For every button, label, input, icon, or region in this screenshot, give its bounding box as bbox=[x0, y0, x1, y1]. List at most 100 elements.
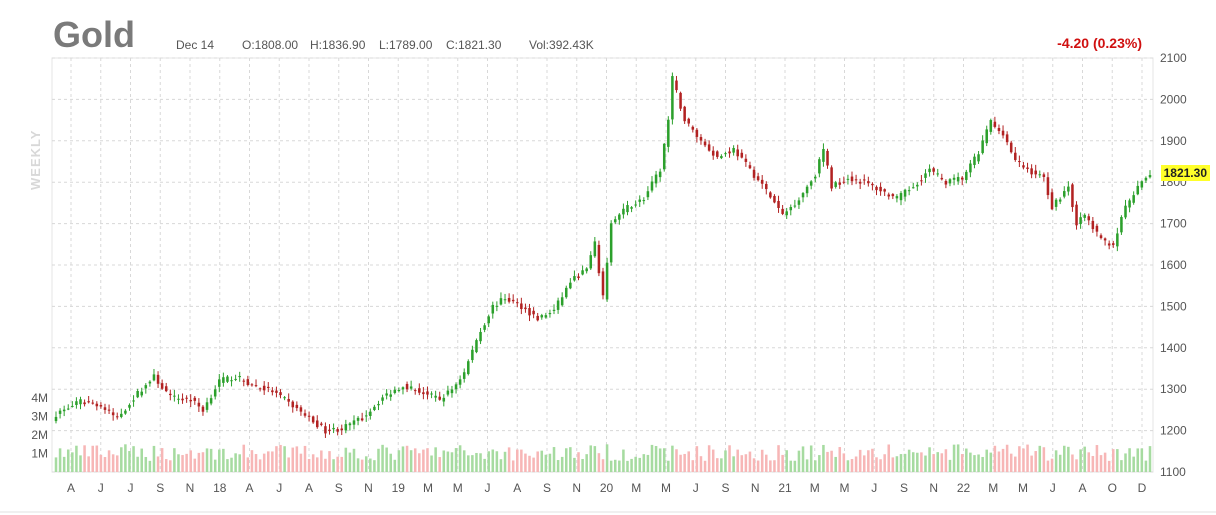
volume-bar bbox=[258, 459, 262, 472]
volume-bar bbox=[805, 459, 809, 472]
candle-body bbox=[1148, 175, 1152, 178]
volume-bar bbox=[401, 446, 405, 472]
volume-bar bbox=[222, 448, 225, 472]
volume-bar bbox=[91, 445, 95, 472]
candle-body bbox=[862, 179, 866, 181]
volume-bar bbox=[120, 447, 123, 472]
candle-body bbox=[1128, 200, 1131, 208]
candle-body bbox=[1050, 192, 1054, 210]
x-tick-label: M bbox=[810, 481, 820, 495]
volume-bar bbox=[185, 453, 188, 472]
volume-bar bbox=[854, 456, 858, 472]
candle-body bbox=[479, 331, 482, 342]
volume-bar bbox=[328, 451, 331, 472]
candle-body bbox=[1124, 205, 1127, 218]
candle-body bbox=[66, 408, 70, 410]
candle-body bbox=[969, 163, 972, 173]
candle-body bbox=[528, 308, 531, 316]
volume-bar bbox=[1034, 451, 1037, 472]
volume-bar bbox=[1079, 449, 1082, 472]
volume-tick-label: 3M bbox=[31, 410, 48, 424]
candle-body bbox=[291, 401, 295, 408]
low-value: L:1789.00 bbox=[379, 38, 433, 52]
volume-bar bbox=[826, 451, 829, 472]
volume-bar bbox=[1050, 458, 1054, 472]
volume-bar bbox=[1132, 456, 1135, 472]
candle-body bbox=[899, 193, 903, 201]
volume-bar bbox=[532, 457, 535, 472]
candle-body bbox=[393, 389, 397, 393]
candle-body bbox=[132, 400, 135, 402]
volume-bar bbox=[66, 449, 70, 472]
candle-body bbox=[1120, 216, 1123, 233]
candle-body bbox=[446, 390, 450, 395]
volume-bar bbox=[1005, 444, 1009, 472]
volume-bar bbox=[985, 449, 988, 472]
volume-bar bbox=[891, 457, 895, 472]
volume-bar bbox=[311, 454, 315, 472]
volume-bar bbox=[679, 454, 682, 472]
candle-body bbox=[173, 395, 176, 397]
volume-bar bbox=[418, 453, 421, 472]
volume-bar bbox=[426, 448, 429, 472]
x-tick-label: A bbox=[67, 481, 75, 495]
candle-body bbox=[1111, 243, 1115, 245]
volume-bar bbox=[1075, 459, 1078, 472]
volume-bar bbox=[295, 446, 299, 472]
candle-body bbox=[516, 302, 519, 304]
candle-body bbox=[499, 298, 503, 305]
volume-bar bbox=[846, 460, 850, 472]
candle-body bbox=[891, 194, 895, 197]
volume-bar bbox=[1009, 453, 1013, 472]
candle-body bbox=[883, 189, 886, 192]
volume-bar bbox=[887, 444, 891, 472]
volume-bar bbox=[867, 450, 870, 472]
candle-body bbox=[1009, 142, 1013, 153]
candle-body bbox=[258, 388, 262, 390]
volume-bar bbox=[769, 460, 772, 472]
volume-bar bbox=[556, 460, 560, 472]
candle-body bbox=[185, 397, 188, 399]
volume-bar bbox=[315, 457, 319, 472]
candle-body bbox=[765, 183, 768, 190]
volume-bar bbox=[1038, 445, 1042, 472]
candle-body bbox=[299, 407, 303, 412]
volume-bar bbox=[156, 456, 160, 472]
volume-bar bbox=[671, 445, 674, 472]
candle-body bbox=[487, 316, 490, 324]
candle-body bbox=[462, 372, 466, 379]
volume-bar bbox=[895, 456, 899, 472]
candle-body bbox=[344, 424, 348, 431]
volume-bar bbox=[1026, 444, 1029, 472]
volume-bar bbox=[483, 458, 486, 472]
volume-bar bbox=[818, 455, 821, 472]
volume-bar bbox=[683, 453, 686, 472]
candle-body bbox=[222, 377, 225, 383]
candle-body bbox=[103, 407, 107, 410]
candle-body bbox=[201, 406, 205, 412]
volume-bar bbox=[711, 449, 715, 472]
candle-body bbox=[589, 255, 593, 269]
volume-bar bbox=[83, 445, 86, 472]
candle-body bbox=[850, 176, 854, 182]
candle-body bbox=[585, 268, 588, 272]
volume-bar bbox=[577, 452, 580, 472]
volume-bar bbox=[911, 452, 915, 472]
volume-bar bbox=[475, 452, 478, 472]
candle-body bbox=[340, 428, 344, 431]
volume-bar bbox=[250, 450, 254, 472]
volume-bar bbox=[765, 454, 768, 472]
volume-bar bbox=[544, 454, 548, 472]
candle-body bbox=[267, 386, 270, 388]
volume-value: Vol:392.43K bbox=[529, 38, 594, 52]
candle-body bbox=[703, 141, 707, 146]
candle-body bbox=[144, 385, 148, 389]
volume-bar bbox=[899, 454, 903, 472]
x-tick-label: S bbox=[156, 481, 164, 495]
candle-body bbox=[524, 307, 527, 310]
volume-bar bbox=[736, 449, 739, 472]
volume-bar bbox=[687, 451, 690, 472]
candle-body bbox=[356, 417, 360, 421]
candle-body bbox=[213, 389, 217, 397]
volume-bar bbox=[479, 453, 482, 472]
